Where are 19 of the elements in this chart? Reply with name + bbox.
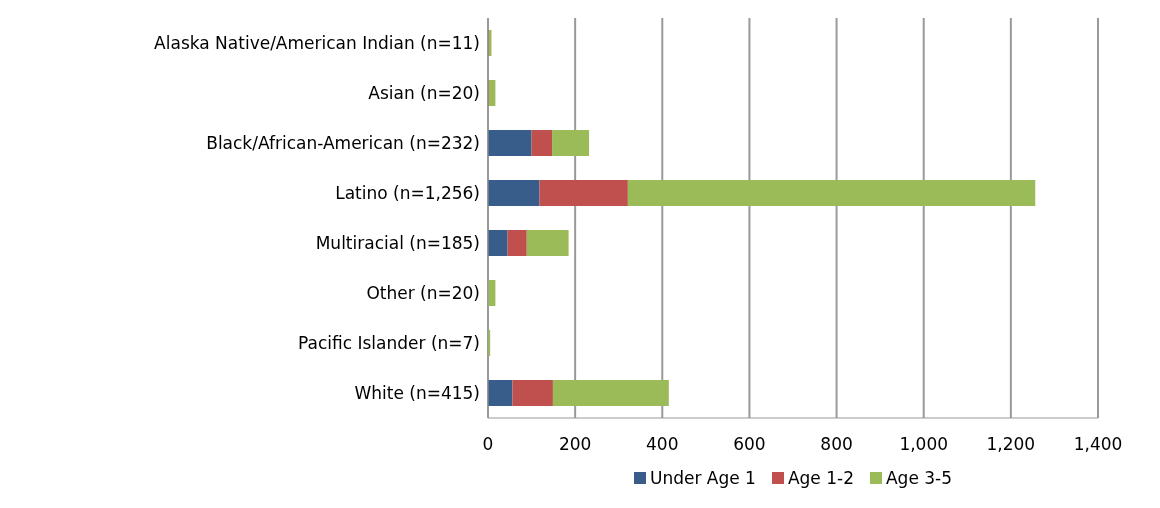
legend-label: Age 1-2 xyxy=(787,468,854,488)
x-tick-label: 1,400 xyxy=(1073,434,1123,455)
y-tick-label: Black/African-American (n=232) xyxy=(206,133,480,154)
legend-label: Under Age 1 xyxy=(649,468,756,488)
x-tick-label: 1,000 xyxy=(899,434,949,455)
y-tick-label: Other (n=20) xyxy=(366,283,480,304)
y-tick-label: Pacific Islander (n=7) xyxy=(298,333,480,354)
x-tick-label: 200 xyxy=(558,434,592,455)
x-tick-label: 0 xyxy=(482,434,494,455)
x-tick-label: 600 xyxy=(733,434,766,455)
y-tick-label: Multiracial (n=185) xyxy=(315,233,480,254)
y-tick-label: Asian (n=20) xyxy=(368,83,480,104)
legend-label: Age 3-5 xyxy=(885,468,953,488)
x-tick-label: 400 xyxy=(646,434,679,455)
y-tick-label: White (n=415) xyxy=(354,383,480,404)
y-tick-label: Alaska Native/American Indian (n=11) xyxy=(154,33,480,54)
x-tick-label: 800 xyxy=(820,434,853,455)
x-tick-label: 1,200 xyxy=(986,434,1036,455)
y-tick-label: Latino (n=1,256) xyxy=(335,183,480,204)
